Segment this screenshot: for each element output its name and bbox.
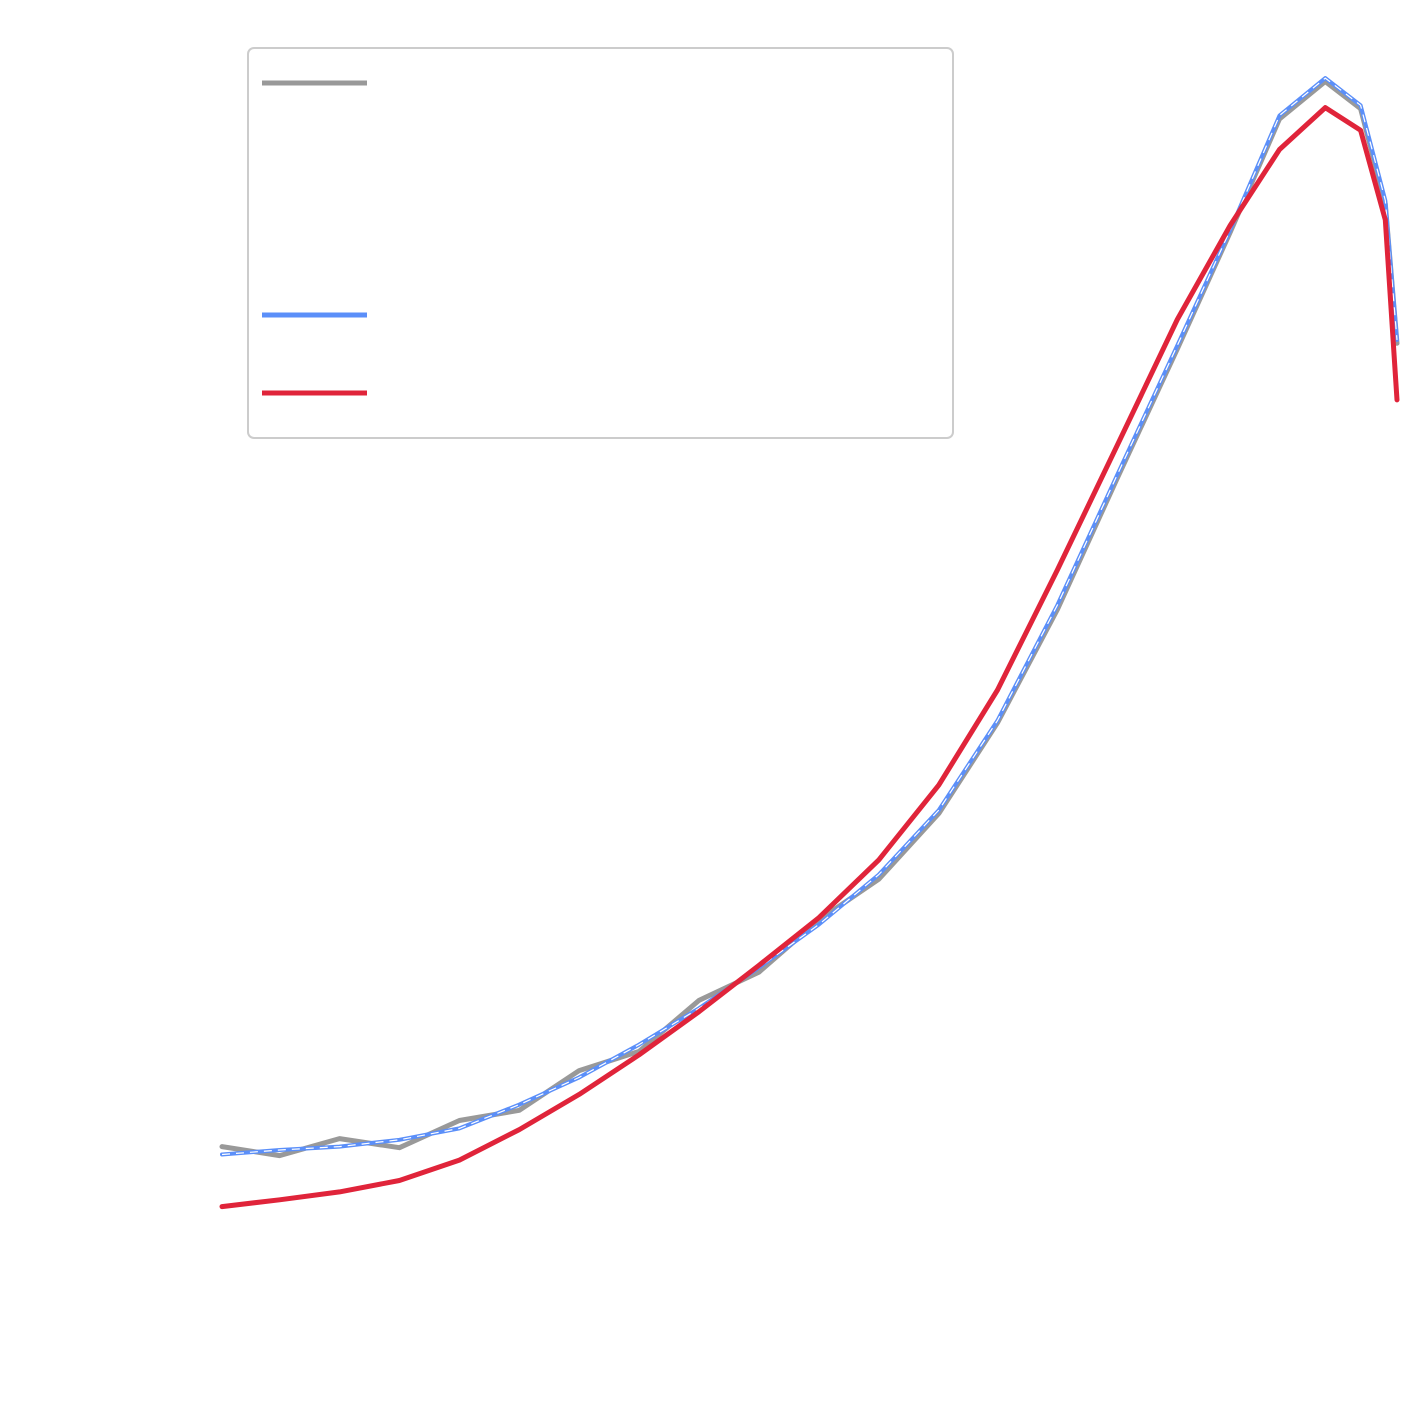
series-overlay <box>221 77 1398 1156</box>
series-line <box>219 105 1400 1210</box>
legend-box <box>247 47 954 439</box>
series-line <box>219 79 1400 1159</box>
